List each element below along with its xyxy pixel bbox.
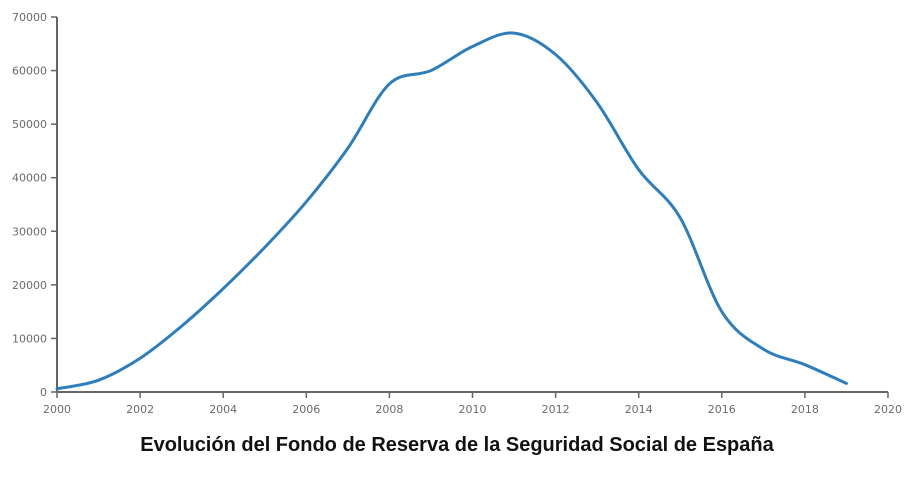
series-line — [55, 31, 848, 391]
x-tick-label: 2020 — [874, 403, 902, 416]
x-axis-ticks: 2000 2002 2004 2006 2008 2010 2012 2014 2016 2018… — [43, 392, 902, 416]
x-tick-label: 2018 — [791, 403, 819, 416]
y-tick-label: 50000 — [12, 118, 47, 131]
x-tick-label: 2014 — [625, 403, 653, 416]
x-tick-label: 2016 — [708, 403, 736, 416]
x-tick-label: 2000 — [43, 403, 71, 416]
y-tick-label: 40000 — [12, 172, 47, 185]
x-tick-label: 2002 — [126, 403, 154, 416]
y-tick-label: 0 — [40, 386, 47, 399]
y-tick-label: 60000 — [12, 65, 47, 78]
y-tick-label: 70000 — [12, 11, 47, 24]
y-tick-label: 30000 — [12, 225, 47, 238]
series-layer — [55, 31, 848, 391]
chart-title: Evolución del Fondo de Reserva de la Seg… — [140, 434, 774, 456]
x-tick-label: 2008 — [375, 403, 403, 416]
y-axis-ticks: 0 10000 20000 30000 40000 50000 60000 70000 — [12, 11, 57, 399]
x-tick-label: 2010 — [459, 403, 487, 416]
x-tick-label: 2006 — [292, 403, 320, 416]
y-tick-label: 10000 — [12, 332, 47, 345]
y-tick-label: 20000 — [12, 279, 47, 292]
x-tick-label: 2004 — [209, 403, 237, 416]
x-tick-label: 2012 — [542, 403, 570, 416]
